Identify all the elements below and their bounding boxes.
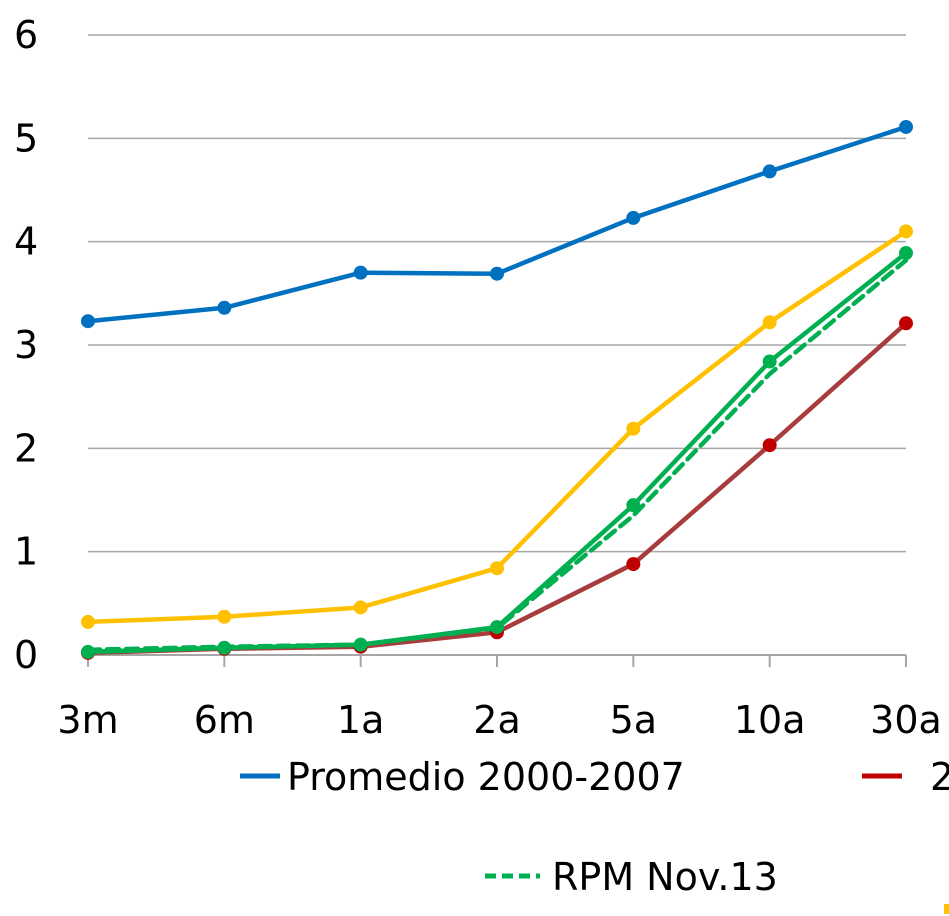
data-point: [762, 164, 777, 179]
data-point: [762, 354, 777, 369]
legend-label: Promedio 2000-2007: [287, 755, 685, 799]
data-point: [490, 561, 504, 576]
series-line: [85, 258, 909, 653]
data-point: [490, 266, 504, 281]
data-point: [899, 224, 913, 239]
legend-label: 2: [930, 755, 949, 799]
data-point: [217, 300, 232, 315]
series-0: [81, 119, 913, 329]
data-point: [81, 614, 95, 629]
y-tick-label: 4: [14, 220, 38, 264]
series-4: [85, 258, 909, 653]
legend: Promedio 2000-2007 2 RPM Nov.13: [240, 755, 949, 914]
x-tick-label: 2a: [473, 698, 520, 742]
legend-item-promedio[interactable]: Promedio 2000-2007: [240, 755, 685, 799]
data-point: [81, 314, 95, 329]
data-point: [899, 246, 913, 261]
data-point: [353, 600, 368, 615]
y-tick-label: 1: [14, 530, 38, 574]
data-point: [626, 421, 641, 436]
series-2: [81, 224, 913, 629]
series-line: [85, 321, 909, 656]
x-tick-label: 5a: [610, 698, 657, 742]
gridlines: [88, 34, 906, 553]
data-point: [217, 609, 232, 624]
data-point: [353, 265, 368, 280]
x-axis: [87, 654, 907, 667]
legend-item-series-2[interactable]: 2: [862, 755, 949, 799]
x-tick-label: 10a: [734, 698, 806, 742]
data-point: [762, 315, 777, 330]
y-tick-labels: 0 1 2 3 4 5 6: [14, 13, 38, 677]
data-point: [899, 119, 913, 134]
y-tick-label: 3: [14, 323, 38, 367]
series-lines: [81, 119, 913, 660]
data-point: [626, 210, 641, 225]
x-tick-labels: 3m 6m 1a 2a 5a 10a 30a: [57, 698, 941, 742]
data-point: [762, 438, 777, 453]
y-tick-label: 5: [14, 116, 38, 160]
x-tick-label: 1a: [337, 698, 384, 742]
data-point: [899, 316, 913, 331]
legend-label: RPM Nov.13: [552, 855, 778, 899]
y-tick-label: 2: [14, 426, 38, 470]
x-tick-label: 6m: [194, 698, 255, 742]
legend-swatch-cut: [944, 904, 949, 914]
y-tick-label: 6: [14, 13, 38, 57]
series-line: [85, 124, 909, 324]
data-point: [626, 557, 641, 572]
x-tick-label: 3m: [57, 698, 118, 742]
legend-item-rpm[interactable]: RPM Nov.13: [485, 855, 778, 899]
series-1: [81, 316, 913, 660]
x-tick-label: 30a: [870, 698, 942, 742]
y-tick-label: 0: [14, 633, 38, 677]
